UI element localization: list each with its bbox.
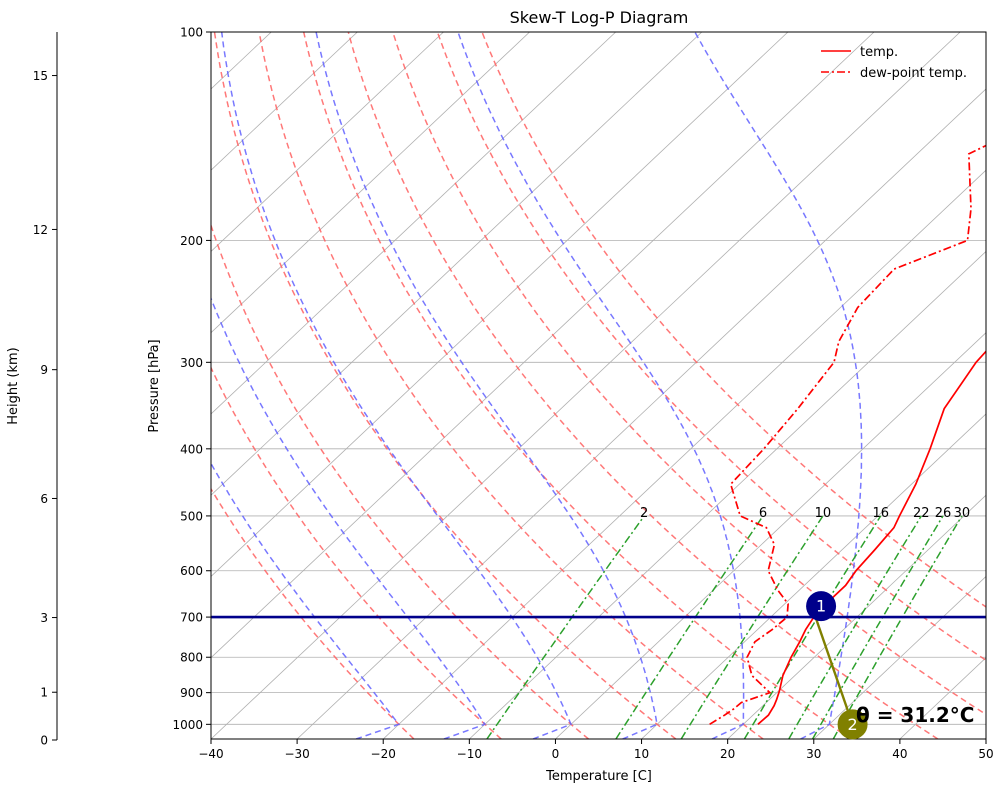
height-tick-label: 0 <box>40 734 48 748</box>
mixing-ratio-label: 30 <box>954 506 971 521</box>
moist-adiabat <box>457 32 745 739</box>
marker-1-label: 1 <box>816 597 826 616</box>
isotherm-line <box>211 32 875 659</box>
dry-adiabat <box>258 32 764 739</box>
isotherm-line <box>727 494 986 739</box>
pressure-tick-label: 1000 <box>172 718 203 732</box>
x-tick-label: 0 <box>552 747 560 761</box>
mixing-ratio-label: 26 <box>935 506 952 521</box>
isotherm-line <box>555 332 986 739</box>
dry-adiabat <box>392 32 986 716</box>
height-tick-label: 3 <box>40 611 48 625</box>
dry-adiabat <box>211 366 502 739</box>
legend: temp. dew-point temp. <box>821 45 967 81</box>
x-axis: −40 −30 −20 −10 0 10 20 30 40 50 <box>198 739 994 761</box>
isotherm-line <box>211 32 444 252</box>
height-tick-label: 6 <box>40 492 48 506</box>
x-tick-label: −30 <box>284 747 309 761</box>
x-tick-label: −10 <box>457 747 482 761</box>
mixing-ratio-label: 16 <box>872 506 889 521</box>
pressure-axis-label: Pressure [hPa] <box>147 339 162 432</box>
isotherm-line <box>296 88 986 739</box>
mixing-ratio-line <box>743 515 882 739</box>
mixing-ratio-line <box>680 515 824 739</box>
moist-adiabat <box>211 461 401 739</box>
mixing-ratio-line <box>832 515 963 739</box>
pressure-tick-label: 900 <box>180 686 203 700</box>
isotherm-line <box>211 32 358 171</box>
pressure-tick-label: 300 <box>180 356 203 370</box>
mixing-ratio-line <box>615 515 764 739</box>
grid-layer <box>211 32 986 739</box>
moist-adiabat <box>220 32 572 739</box>
theta-annotation: θ = 31.2°C <box>856 703 974 727</box>
isotherm-line <box>382 169 986 739</box>
height-ticks: 0 1 3 6 9 12 15 <box>33 69 57 748</box>
mixing-ratio-labels: 2 6 10 16 22 26 30 <box>640 506 970 521</box>
legend-label-dewpoint: dew-point temp. <box>860 66 967 81</box>
isotherm-line <box>641 413 986 739</box>
isotherm-line <box>211 32 789 578</box>
pressure-tick-label: 400 <box>180 442 203 456</box>
pressure-tick-label: 100 <box>180 26 203 40</box>
lines-layer <box>211 144 986 726</box>
marker-2-circle <box>837 709 868 740</box>
pressure-tick-label: 700 <box>180 611 203 625</box>
x-tick-label: −20 <box>371 747 396 761</box>
height-tick-label: 12 <box>33 223 48 237</box>
isotherm-line <box>813 575 986 739</box>
x-tick-label: 50 <box>978 747 993 761</box>
dewpoint-profile <box>709 144 986 726</box>
pressure-axis: 100 200 300 400 500 600 700 800 900 1000 <box>172 26 211 732</box>
x-tick-label: −40 <box>198 747 223 761</box>
pressure-tick-label: 500 <box>180 509 203 523</box>
dry-adiabat <box>211 487 415 739</box>
height-tick-label: 9 <box>40 363 48 377</box>
mixing-ratio-line <box>811 515 944 739</box>
chart-title: Skew-T Log-P Diagram <box>510 8 689 27</box>
dry-adiabat <box>347 32 939 739</box>
moist-adiabat <box>211 296 487 739</box>
height-tick-label: 1 <box>40 686 48 700</box>
mixing-ratio-line <box>486 515 645 739</box>
height-axis-label: Height (km) <box>6 347 21 424</box>
x-axis-label: Temperature [C] <box>545 769 652 784</box>
mixing-ratio-label: 6 <box>759 506 767 521</box>
plot-frame <box>210 31 987 740</box>
marker-1-circle <box>806 591 837 622</box>
mixing-ratio-label: 22 <box>913 506 930 521</box>
pressure-tick-label: 800 <box>180 651 203 665</box>
isotherm-line <box>211 32 961 739</box>
mixing-ratio-label: 10 <box>815 506 832 521</box>
x-tick-label: 30 <box>806 747 821 761</box>
x-tick-label: 40 <box>892 747 907 761</box>
pressure-tick-label: 600 <box>180 564 203 578</box>
isotherm-line <box>469 250 986 739</box>
mixing-ratio-line <box>788 515 922 739</box>
moist-adiabat <box>694 32 863 739</box>
isotherm-line <box>211 32 530 334</box>
dry-adiabat <box>211 223 589 739</box>
isotherm-line <box>211 32 703 496</box>
marker-2-label: 2 <box>847 715 857 734</box>
x-tick-label: 10 <box>634 747 649 761</box>
temperature-profile <box>757 350 986 725</box>
dry-adiabat <box>302 32 851 739</box>
mixing-ratio-label: 2 <box>640 506 648 521</box>
height-tick-label: 15 <box>33 69 48 83</box>
dry-adiabat <box>213 32 677 739</box>
pressure-tick-label: 200 <box>180 234 203 248</box>
isotherm-line <box>211 32 617 415</box>
theta-connector-line <box>814 616 854 725</box>
x-tick-label: 20 <box>720 747 735 761</box>
markers-layer: 12 <box>806 591 868 740</box>
legend-label-temp: temp. <box>860 45 898 60</box>
